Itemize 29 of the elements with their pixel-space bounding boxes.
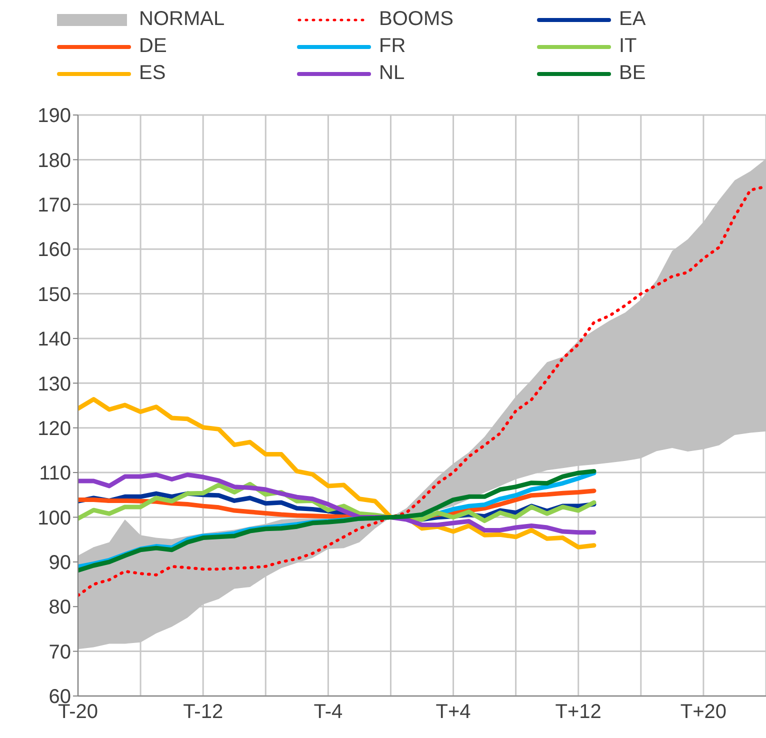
x-tick-label: T-4 bbox=[314, 701, 343, 724]
y-tick-label: 80 bbox=[48, 596, 71, 619]
legend-label: NL bbox=[379, 62, 405, 85]
y-tick-label: 180 bbox=[38, 150, 71, 172]
y-tick-label: 130 bbox=[38, 373, 71, 396]
y-tick-label: 150 bbox=[38, 284, 71, 306]
legend-label: FR bbox=[379, 35, 406, 58]
legend-label: ES bbox=[139, 62, 166, 85]
y-tick-label: 90 bbox=[48, 552, 71, 574]
y-tick-label: 160 bbox=[38, 239, 71, 262]
legend-label: NORMAL bbox=[139, 8, 225, 31]
legend-label: DE bbox=[139, 35, 167, 58]
x-tick-label: T+12 bbox=[555, 701, 602, 724]
x-tick-label: T+4 bbox=[436, 701, 471, 724]
legend-label: BE bbox=[619, 62, 646, 85]
x-tick-label: T+20 bbox=[680, 701, 727, 724]
line-series bbox=[78, 472, 596, 535]
y-tick-label: 110 bbox=[39, 462, 71, 485]
y-tick-label: 170 bbox=[38, 194, 71, 216]
legend-label: IT bbox=[619, 35, 637, 58]
legend-label: EA bbox=[619, 8, 646, 31]
y-tick-label: 100 bbox=[38, 507, 71, 530]
y-tick-label: 120 bbox=[38, 418, 71, 440]
y-tick-label: 70 bbox=[48, 641, 71, 664]
line-series bbox=[78, 396, 596, 550]
y-tick-label: 190 bbox=[38, 105, 71, 128]
y-tick-label: 140 bbox=[38, 328, 71, 351]
x-tick-label: T-12 bbox=[183, 701, 224, 724]
legend-label: BOOMS bbox=[379, 8, 454, 31]
